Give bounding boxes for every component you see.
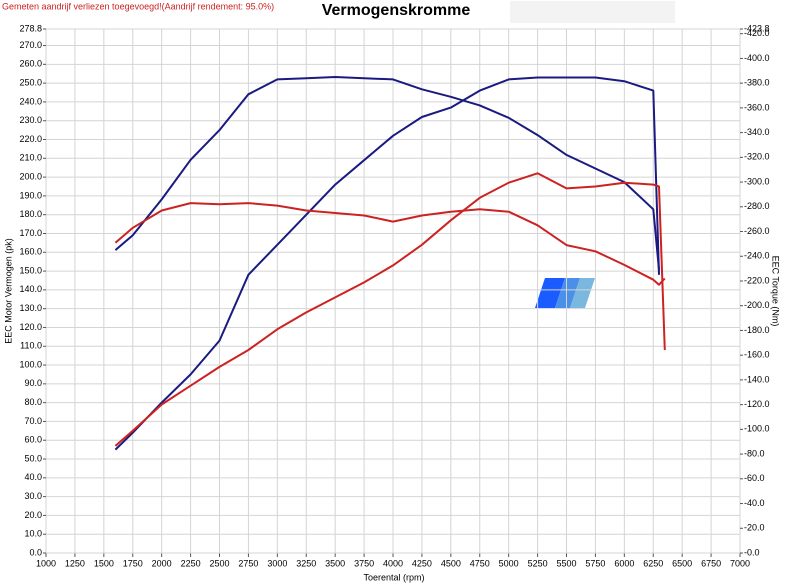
x-tick-label: 2000 xyxy=(152,558,172,568)
y2-tick-label: -420.0 xyxy=(744,28,770,38)
y2-tick-label: -140.0 xyxy=(744,374,770,384)
y2-tick-label: -20.0 xyxy=(744,523,765,533)
y2-tick-label: -240.0 xyxy=(744,251,770,261)
x-tick-label: 3000 xyxy=(267,558,287,568)
y2-tick-label: -423.8 xyxy=(744,23,770,33)
y2-tick-label: -100.0 xyxy=(744,424,770,434)
x-tick-label: 6500 xyxy=(672,558,692,568)
x-tick-label: 3750 xyxy=(354,558,374,568)
x-tick-label: 5000 xyxy=(499,558,519,568)
y2-tick-label: -340.0 xyxy=(744,127,770,137)
y2-tick-label: -380.0 xyxy=(744,78,770,88)
y2-tick-label: -320.0 xyxy=(744,152,770,162)
x-axis-label: Toerental (rpm) xyxy=(363,572,424,582)
y2-axis-label: EEC Torque (Nm) xyxy=(771,256,781,327)
y-tick-label: 60.0 xyxy=(24,435,42,445)
x-tick-label: 4250 xyxy=(412,558,432,568)
x-tick-label: 3250 xyxy=(296,558,316,568)
y-tick-label: 270.0 xyxy=(19,40,42,50)
y-tick-label: 140.0 xyxy=(19,284,42,294)
y-tick-label: 170.0 xyxy=(19,228,42,238)
series-line xyxy=(114,202,666,286)
y-tick-label: 40.0 xyxy=(24,472,42,482)
series-line xyxy=(114,76,660,270)
y-tick-label: 190.0 xyxy=(19,190,42,200)
y-tick-label: 180.0 xyxy=(19,209,42,219)
x-tick-label: 1500 xyxy=(94,558,114,568)
chart-title: Vermogenskromme xyxy=(322,2,471,19)
y-tick-label: 220.0 xyxy=(19,134,42,144)
y-tick-label: 210.0 xyxy=(19,153,42,163)
logo xyxy=(555,278,580,308)
x-tick-label: 2250 xyxy=(181,558,201,568)
y2-tick-label: -400.0 xyxy=(744,53,770,63)
subtitle: Gemeten aandrijf verliezen toegevoegd!(A… xyxy=(2,1,274,11)
title-box xyxy=(510,1,675,23)
y2-tick-label: -0.0 xyxy=(744,547,760,557)
y2-tick-label: -80.0 xyxy=(744,448,765,458)
x-tick-label: 5250 xyxy=(528,558,548,568)
y-tick-label: 10.0 xyxy=(24,529,42,539)
x-tick-label: 1750 xyxy=(123,558,143,568)
y-tick-label: 110.0 xyxy=(20,341,42,351)
y-tick-label: 20.0 xyxy=(24,510,42,520)
y-tick-label: 260.0 xyxy=(19,59,42,69)
y2-tick-label: -180.0 xyxy=(744,325,770,335)
y-tick-label: 200.0 xyxy=(19,171,42,181)
y-tick-label: 278.8 xyxy=(19,23,42,33)
x-tick-label: 5500 xyxy=(556,558,576,568)
y-tick-label: 80.0 xyxy=(24,397,42,407)
y-tick-label: 250.0 xyxy=(19,78,42,88)
y2-tick-label: -260.0 xyxy=(744,226,770,236)
x-tick-label: 3500 xyxy=(325,558,345,568)
x-tick-label: 6250 xyxy=(643,558,663,568)
y-tick-label: 240.0 xyxy=(19,96,42,106)
y-tick-label: 90.0 xyxy=(24,378,42,388)
y-tick-label: 130.0 xyxy=(19,303,42,313)
logo xyxy=(570,278,595,308)
y-tick-label: 100.0 xyxy=(19,359,42,369)
x-tick-label: 1000 xyxy=(36,558,56,568)
x-tick-label: 6000 xyxy=(614,558,634,568)
y-tick-label: 160.0 xyxy=(19,247,42,257)
x-tick-label: 7000 xyxy=(730,558,750,568)
x-tick-label: 5750 xyxy=(585,558,605,568)
y2-tick-label: -280.0 xyxy=(744,201,770,211)
y2-tick-label: -160.0 xyxy=(744,350,770,360)
y-tick-label: 70.0 xyxy=(24,416,42,426)
y2-tick-label: -220.0 xyxy=(744,275,770,285)
x-tick-label: 4000 xyxy=(383,558,403,568)
y-tick-label: 50.0 xyxy=(24,453,42,463)
y-tick-label: 30.0 xyxy=(24,491,42,501)
x-tick-label: 2500 xyxy=(209,558,229,568)
y-tick-label: 0.0 xyxy=(29,547,42,557)
y2-tick-label: -120.0 xyxy=(744,399,770,409)
y-tick-label: 120.0 xyxy=(19,322,42,332)
x-tick-label: 4500 xyxy=(441,558,461,568)
x-tick-label: 4750 xyxy=(470,558,490,568)
series-line xyxy=(114,172,666,447)
x-tick-label: 2750 xyxy=(238,558,258,568)
y-tick-label: 150.0 xyxy=(19,265,42,275)
series-line xyxy=(114,76,660,451)
y2-tick-label: -300.0 xyxy=(744,176,770,186)
y2-tick-label: -40.0 xyxy=(744,498,765,508)
x-tick-label: 1250 xyxy=(65,558,85,568)
y-axis-label: EEC Motor Vermogen (pk) xyxy=(3,238,13,344)
y2-tick-label: -200.0 xyxy=(744,300,770,310)
y2-tick-label: -60.0 xyxy=(744,473,765,483)
x-tick-label: 6750 xyxy=(701,558,721,568)
y-tick-label: 230.0 xyxy=(19,115,42,125)
y2-tick-label: -360.0 xyxy=(744,102,770,112)
